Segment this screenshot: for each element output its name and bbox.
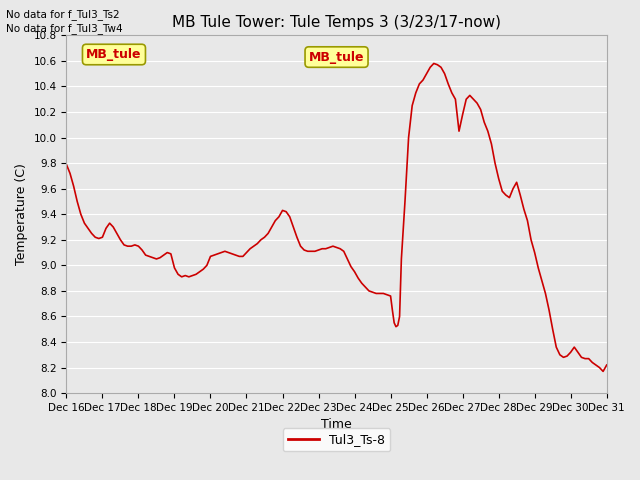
Text: MB_tule: MB_tule [308,50,364,63]
Text: No data for f_Tul3_Tw4: No data for f_Tul3_Tw4 [6,23,123,34]
Text: MB_tule: MB_tule [86,48,141,61]
Title: MB Tule Tower: Tule Temps 3 (3/23/17-now): MB Tule Tower: Tule Temps 3 (3/23/17-now… [172,15,501,30]
Text: No data for f_Tul3_Ts2: No data for f_Tul3_Ts2 [6,9,120,20]
Legend: Tul3_Ts-8: Tul3_Ts-8 [283,428,390,451]
Y-axis label: Temperature (C): Temperature (C) [15,163,28,265]
X-axis label: Time: Time [321,419,352,432]
